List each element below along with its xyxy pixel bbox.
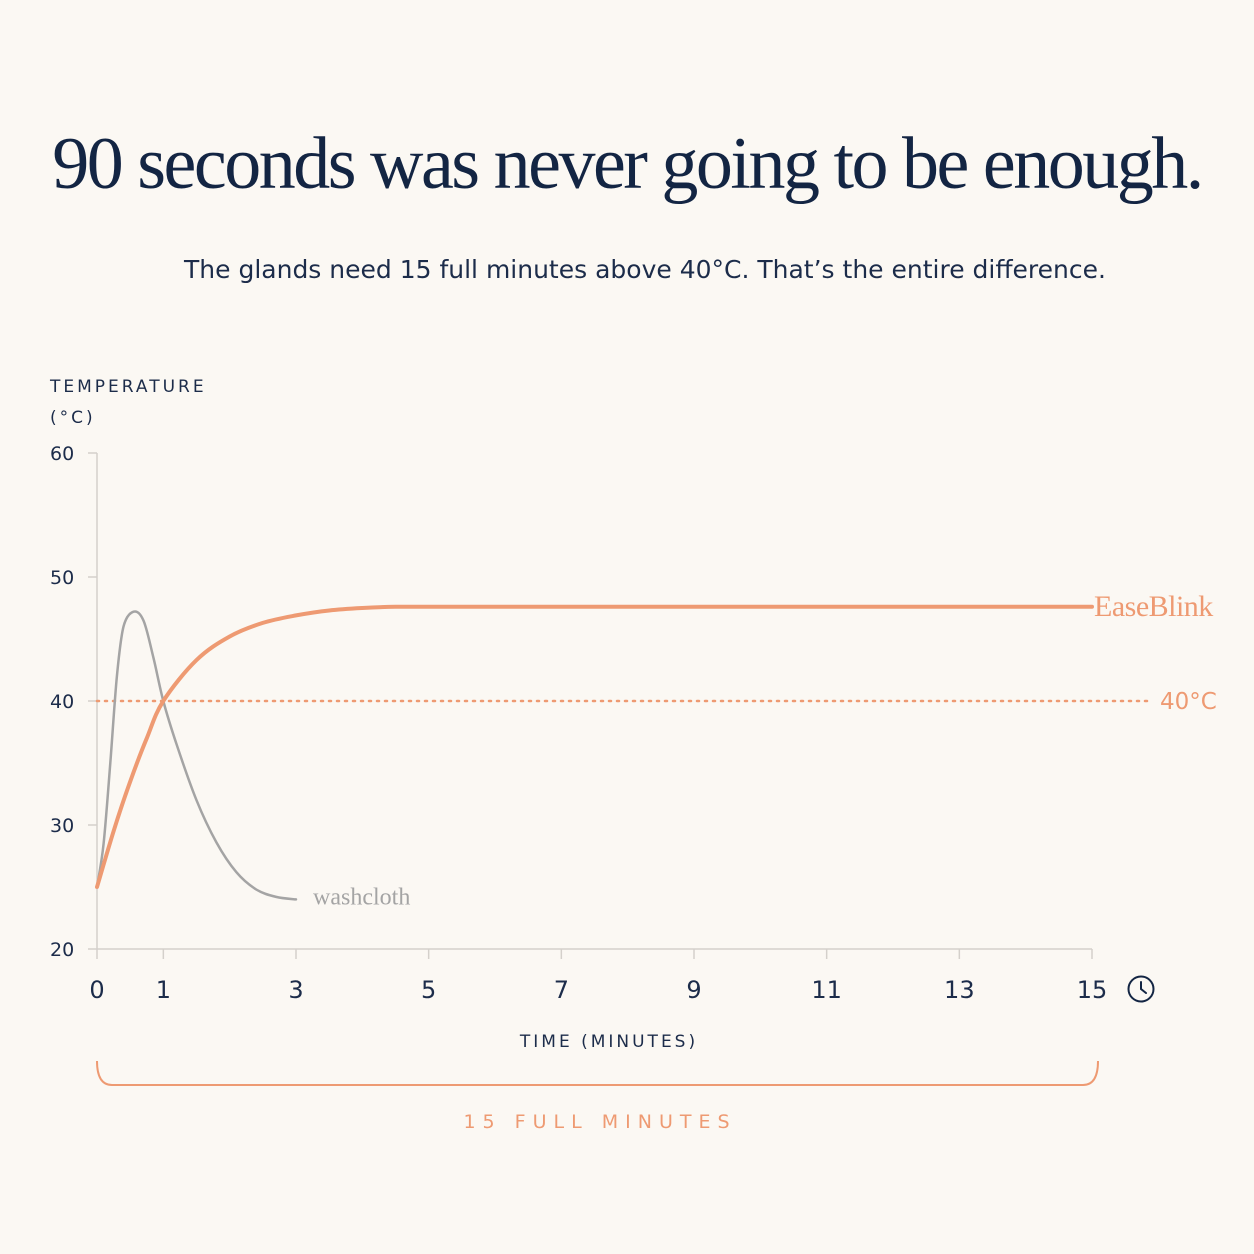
headline: 90 seconds was never going to be enough. [52, 123, 1204, 205]
washcloth-series-line [95, 610, 298, 901]
y-tick-label: 60 [50, 443, 74, 465]
washcloth-series-label: washcloth [313, 884, 410, 910]
easeblink-series-line [95, 604, 1094, 889]
y-axis-title-line2: (°C) [50, 408, 96, 428]
y-tick-label: 20 [50, 939, 74, 961]
x-tick-label: 0 [89, 976, 104, 1004]
easeblink-series-label: EaseBlink [1094, 590, 1213, 623]
subtitle: The glands need 15 full minutes above 40… [184, 255, 1106, 284]
y-tick-label: 40 [50, 691, 74, 713]
x-axis-title: TIME (MINUTES) [519, 1032, 698, 1052]
y-axis-ticks: 60 50 40 30 20 [50, 443, 97, 961]
y-axis-title-line1: TEMPERATURE [49, 377, 207, 397]
x-tick-label: 5 [421, 976, 436, 1004]
x-tick-label: 11 [811, 976, 842, 1004]
y-tick-label: 30 [50, 815, 74, 837]
x-tick-label: 15 [1077, 976, 1108, 1004]
span-annotation-label: 15 FULL MINUTES [463, 1111, 736, 1133]
x-tick-label: 9 [686, 976, 701, 1004]
span-bracket [96, 1060, 1099, 1086]
x-tick-label: 3 [288, 976, 303, 1004]
clock-icon [1127, 975, 1155, 1003]
x-tick-label: 13 [944, 976, 975, 1004]
x-tick-label: 7 [554, 976, 569, 1004]
threshold-40c-label: 40°C [1160, 689, 1217, 715]
x-axis-ticks: 0 1 3 5 7 9 11 13 15 [89, 949, 1107, 1004]
y-tick-label: 50 [50, 567, 74, 589]
x-tick-label: 1 [156, 976, 171, 1004]
